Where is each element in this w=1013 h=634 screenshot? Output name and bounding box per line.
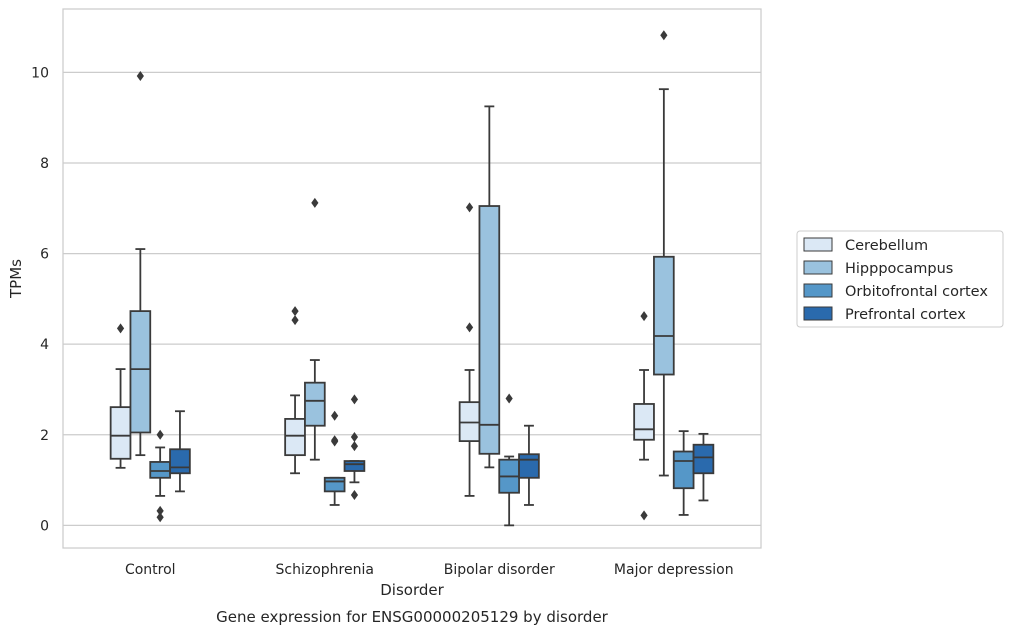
box-0-2 xyxy=(149,429,171,523)
box-body xyxy=(672,450,695,490)
y-tick-label: 8 xyxy=(40,156,49,172)
x-tick-label: Major depression xyxy=(614,562,734,578)
box-body xyxy=(109,406,132,460)
outlier-point xyxy=(291,306,299,317)
legend-swatch xyxy=(803,283,833,298)
box-3-2 xyxy=(672,430,695,516)
legend-swatch xyxy=(803,306,833,321)
outlier-point xyxy=(660,30,668,41)
outlier-point xyxy=(465,202,474,213)
y-tick-label: 4 xyxy=(40,337,49,353)
legend-label: Orbitofrontal cortex xyxy=(845,284,988,300)
box-0-1 xyxy=(129,71,152,457)
box-1-0 xyxy=(284,306,306,475)
box-body xyxy=(129,310,152,434)
box-body xyxy=(304,381,326,427)
x-tick-label: Bipolar disorder xyxy=(444,562,555,578)
plot-frame xyxy=(62,8,762,549)
box-0-3 xyxy=(169,410,191,493)
box-body xyxy=(692,443,715,475)
outlier-point xyxy=(156,512,164,523)
y-tick-label: 0 xyxy=(40,518,49,534)
x-tick-labels: Control Schizophrenia Bipolar disorder Majo… xyxy=(125,562,734,578)
y-axis-title: TPMs xyxy=(7,259,25,299)
outlier-point xyxy=(331,410,339,421)
outlier-point xyxy=(156,505,164,516)
box-body xyxy=(149,461,171,479)
box-3-3 xyxy=(692,432,715,502)
outlier-point xyxy=(116,323,125,334)
outlier-point xyxy=(350,441,359,452)
legend: Cerebellum Hipppocampus Orbitofrontal cort… xyxy=(796,230,1004,328)
box-body xyxy=(518,453,540,479)
outlier-point xyxy=(640,510,648,521)
outlier-point xyxy=(311,197,319,208)
box-body xyxy=(633,403,655,441)
y-tick-label: 2 xyxy=(40,428,49,444)
legend-frame xyxy=(796,230,1004,328)
y-tick-label: 6 xyxy=(40,247,49,263)
outlier-point xyxy=(136,71,144,82)
box-body xyxy=(653,255,675,376)
outlier-point xyxy=(350,394,359,405)
box-body xyxy=(323,476,346,493)
box-2-3 xyxy=(518,424,540,506)
outlier-point xyxy=(350,490,359,501)
outlier-point xyxy=(156,429,164,440)
box-2-2 xyxy=(498,393,520,527)
box-body xyxy=(458,401,481,443)
outlier-point xyxy=(465,322,474,333)
box-1-1 xyxy=(304,197,326,461)
box-body xyxy=(478,205,501,455)
box-body xyxy=(343,460,366,472)
box-body xyxy=(284,418,306,457)
y-tick-label: 10 xyxy=(31,65,49,81)
x-tick-label: Control xyxy=(125,562,176,578)
outlier-point xyxy=(291,315,299,326)
legend-label: Cerebellum xyxy=(845,238,928,254)
box-3-0 xyxy=(633,311,655,521)
legend-label: Prefrontal cortex xyxy=(845,307,966,323)
outlier-point xyxy=(505,393,513,404)
box-body xyxy=(169,448,191,475)
boxes xyxy=(109,30,715,527)
box-2-1 xyxy=(478,105,501,469)
legend-label: Hipppocampus xyxy=(845,261,953,277)
box-0-0 xyxy=(109,323,132,469)
legend-swatch xyxy=(803,260,833,275)
x-axis-title: Disorder xyxy=(380,581,444,599)
box-2-0 xyxy=(458,202,481,497)
outlier-point xyxy=(350,432,359,443)
x-tick-label: Schizophrenia xyxy=(276,562,374,578)
box-3-1 xyxy=(653,30,675,477)
box-1-3 xyxy=(343,394,366,501)
outlier-point xyxy=(640,311,648,322)
outlier-point xyxy=(331,435,339,446)
chart-caption: Gene expression for ENSG00000205129 by d… xyxy=(216,608,609,626)
y-tick-labels: 0 2 4 6 8 10 xyxy=(31,65,49,534)
box-1-2 xyxy=(323,410,346,506)
legend-swatch xyxy=(803,237,833,252)
